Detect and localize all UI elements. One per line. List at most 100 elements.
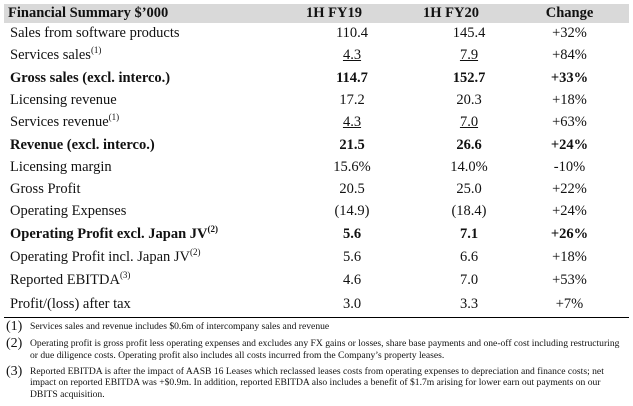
cell-fy19: 3.0 [276, 293, 392, 318]
cell-fy20: 7.0 [392, 111, 510, 134]
cell-value: +24% [550, 137, 589, 153]
cell-change: +7% [510, 293, 629, 318]
cell-value: +32% [552, 25, 587, 41]
table-row: Gross sales (excl. interco.) 114.7 152.7 +3… [4, 67, 629, 90]
table-row: Operating Profit excl. Japan JV(2) 5.6 7.1… [4, 223, 629, 246]
row-label: Licensing margin [4, 157, 276, 178]
row-label: Operating Profit excl. Japan JV(2) [4, 223, 276, 246]
cell-fy19: 4.3 [276, 44, 392, 67]
cell-change: +63% [510, 111, 629, 134]
cell-fy20: 7.0 [392, 268, 510, 293]
footnote-number: (1) [6, 319, 23, 334]
footnote-number: (2) [6, 336, 23, 351]
footnote-ref: (1) [90, 45, 102, 56]
cell-value: 17.2 [339, 92, 365, 108]
cell-change: +32% [510, 23, 629, 44]
cell-value: +84% [552, 47, 587, 63]
cell-value: (18.4) [451, 203, 487, 219]
cell-fy19: 21.5 [276, 134, 392, 157]
cell-value: 21.5 [339, 137, 365, 153]
cell-value: 7.0 [459, 272, 479, 288]
cell-value: +33% [550, 70, 589, 86]
row-label: Gross Profit [4, 178, 276, 200]
table-row: Operating Expenses (14.9) (18.4) +24% [4, 200, 629, 223]
row-label: Gross sales (excl. interco.) [4, 67, 276, 90]
cell-value: 3.0 [342, 296, 362, 313]
row-label-text: Revenue (excl. interco.) [10, 137, 155, 153]
table-row: Gross Profit 20.5 25.0 +22% [4, 178, 629, 200]
footnote-text: Operating profit is gross profit less op… [30, 338, 620, 361]
cell-fy20: (18.4) [392, 200, 510, 223]
cell-fy20: 152.7 [392, 67, 510, 90]
financial-summary-table: Financial Summary $’000 1H FY19 1H FY20 … [4, 4, 629, 318]
footnote-1: (1) Services sales and revenue includes … [4, 320, 629, 334]
footnotes: (1) Services sales and revenue includes … [4, 320, 629, 404]
cell-value: 7.9 [459, 47, 479, 63]
cell-value: 3.3 [459, 296, 479, 313]
cell-change: +33% [510, 67, 629, 90]
cell-change: +26% [510, 223, 629, 246]
header-fy19: 1H FY19 [276, 4, 392, 23]
cell-fy19: 5.6 [276, 223, 392, 246]
footnote-text: Reported EBITDA is after the impact of A… [30, 365, 604, 401]
cell-fy19: 15.6% [276, 157, 392, 178]
cell-value: +18% [552, 248, 587, 265]
cell-fy20: 6.6 [392, 246, 510, 268]
row-label-text: Sales from software products [10, 25, 180, 41]
cell-fy20: 14.0% [392, 157, 510, 178]
row-label-text: Licensing revenue [10, 92, 117, 108]
row-label: Revenue (excl. interco.) [4, 134, 276, 157]
cell-value: +63% [552, 114, 587, 130]
cell-change: +22% [510, 178, 629, 200]
row-label-text: Reported EBITDA [10, 272, 120, 288]
table-row: Profit/(loss) after tax 3.0 3.3 +7% [4, 293, 629, 318]
cell-fy19: (14.9) [276, 200, 392, 223]
cell-fy19: 4.3 [276, 111, 392, 134]
cell-value: 20.5 [339, 180, 365, 197]
row-label-text: Operating Profit incl. Japan JV [10, 248, 191, 265]
table-row: Licensing revenue 17.2 20.3 +18% [4, 90, 629, 111]
cell-value: 26.6 [456, 137, 482, 153]
cell-change: +84% [510, 44, 629, 67]
cell-value: 4.3 [342, 47, 362, 63]
row-label-text: Profit/(loss) after tax [10, 296, 131, 313]
cell-value: 110.4 [335, 25, 369, 41]
cell-value: 4.3 [342, 114, 362, 130]
table-row: Reported EBITDA(3) 4.6 7.0 +53% [4, 268, 629, 293]
row-label-text: Licensing margin [10, 159, 112, 175]
header-fy20: 1H FY20 [392, 4, 510, 23]
row-label-text: Operating Expenses [10, 203, 127, 219]
cell-change: +24% [510, 134, 629, 157]
cell-fy19: 4.6 [276, 268, 392, 293]
cell-value: 6.6 [459, 248, 479, 265]
table-row: Services revenue(1) 4.3 7.0 +63% [4, 111, 629, 134]
cell-fy20: 20.3 [392, 90, 510, 111]
cell-value: 15.6% [333, 159, 371, 175]
footnote-3: (3) Reported EBITDA is after the impact … [4, 363, 629, 401]
cell-value: 7.0 [459, 114, 479, 130]
row-label: Sales from software products [4, 23, 276, 44]
row-label: Operating Profit incl. Japan JV(2) [4, 246, 276, 268]
row-label-text: Gross Profit [10, 180, 81, 197]
cell-fy20: 145.4 [392, 23, 510, 44]
cell-value: 152.7 [452, 70, 486, 86]
cell-value: 7.1 [459, 226, 479, 242]
row-label: Services sales(1) [4, 44, 276, 67]
footnote-text: Services sales and revenue includes $0.6… [30, 321, 330, 332]
row-label: Operating Expenses [4, 200, 276, 223]
table-row: Sales from software products 110.4 145.4 +3… [4, 23, 629, 44]
cell-change: +18% [510, 90, 629, 111]
cell-fy19: 114.7 [276, 67, 392, 90]
cell-value: 5.6 [342, 226, 362, 242]
cell-fy20: 25.0 [392, 178, 510, 200]
row-label: Reported EBITDA(3) [4, 268, 276, 293]
cell-value: 25.0 [456, 180, 482, 197]
table-row: Licensing margin 15.6% 14.0% -10% [4, 157, 629, 178]
cell-value: (14.9) [334, 203, 370, 219]
cell-fy20: 7.1 [392, 223, 510, 246]
cell-value: +18% [552, 92, 587, 108]
cell-fy19: 5.6 [276, 246, 392, 268]
footnote-ref: (2) [207, 224, 218, 235]
footnote-number: (3) [6, 363, 23, 379]
cell-value: +22% [552, 180, 587, 197]
